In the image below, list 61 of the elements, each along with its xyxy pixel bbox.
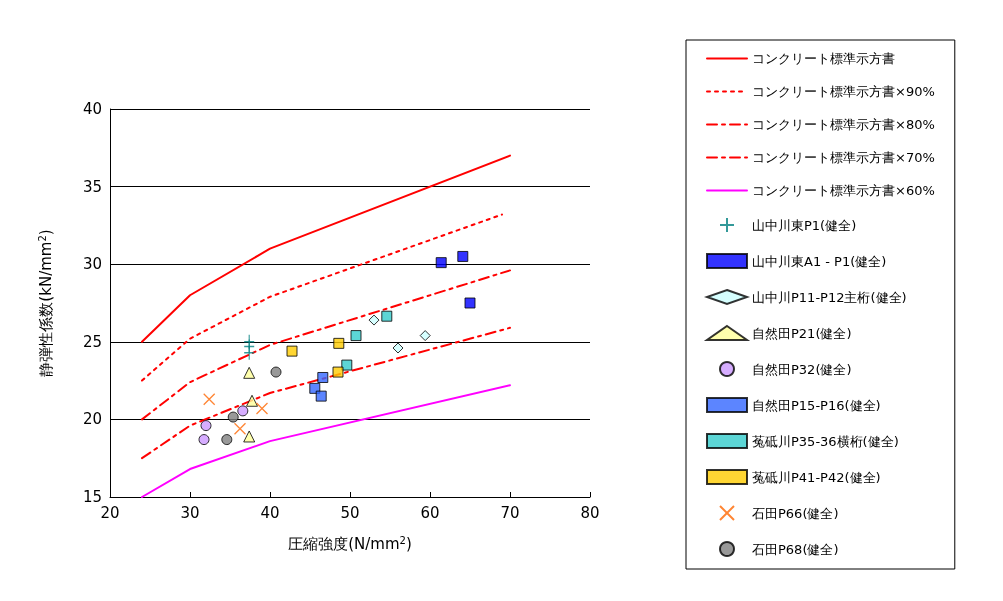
y-axis-title: 静弾性係数(kN/mm2)	[36, 229, 55, 377]
point	[317, 372, 329, 383]
legend-label: 石田P68(健全)	[752, 541, 839, 557]
legend-label: 石田P66(健全)	[752, 505, 839, 521]
point	[392, 342, 404, 354]
legend-label: 菟砥川P35-36横桁(健全)	[752, 433, 899, 449]
legend-label: 山中川P11-P12主桁(健全)	[752, 289, 907, 305]
point	[221, 434, 233, 446]
point	[246, 394, 258, 407]
point	[243, 345, 255, 361]
x-tick-label: 40	[260, 503, 280, 522]
point	[381, 310, 393, 322]
line-series	[141, 384, 511, 498]
point	[435, 257, 447, 269]
point	[350, 330, 362, 342]
x-tick-label: 50	[340, 503, 360, 522]
x-tick-label: 60	[420, 503, 440, 522]
y-tick-label: 35	[82, 177, 102, 196]
legend-label: 菟砥川P41-P42(健全)	[752, 469, 881, 485]
point	[203, 393, 216, 406]
point	[243, 366, 256, 379]
y-tick-label: 25	[82, 332, 102, 351]
legend-label: コンクリート標準示方書×90%	[752, 84, 935, 99]
x-tick-label: 30	[180, 503, 200, 522]
point	[333, 337, 345, 349]
legend-label: コンクリート標準示方書×70%	[752, 150, 935, 165]
point	[286, 345, 298, 357]
point	[419, 330, 431, 342]
line-series	[141, 154, 511, 343]
y-tick-label: 15	[82, 488, 102, 506]
point	[227, 411, 239, 423]
point	[243, 430, 256, 443]
point	[270, 366, 282, 378]
point	[233, 422, 247, 435]
point	[368, 314, 380, 326]
point	[457, 250, 469, 262]
y-tick-label: 30	[82, 255, 102, 274]
point	[315, 390, 327, 402]
y-tick-label: 20	[82, 410, 102, 429]
point	[198, 434, 210, 446]
legend-label: 山中川東A1 - P1(健全)	[752, 253, 887, 269]
y-tick-label: 40	[82, 100, 102, 118]
line-series	[141, 326, 511, 460]
legend-label: コンクリート標準示方書	[752, 51, 895, 66]
point	[332, 366, 344, 378]
legend-label: コンクリート標準示方書×60%	[752, 183, 935, 198]
legend-label: コンクリート標準示方書×80%	[752, 117, 935, 132]
point	[237, 405, 249, 417]
point	[341, 359, 353, 371]
x-tick-label: 70	[500, 503, 520, 522]
x-tick-label: 20	[100, 503, 120, 522]
point	[200, 420, 212, 432]
line-series	[141, 269, 511, 421]
x-tick-label: 80	[580, 503, 600, 522]
legend-label: 山中川東P1(健全)	[752, 217, 857, 233]
line-series	[141, 213, 503, 382]
legend-label: 自然田P21(健全)	[752, 325, 852, 341]
point	[464, 297, 476, 309]
point	[255, 402, 269, 415]
legend-label: 自然田P15-P16(健全)	[752, 397, 881, 413]
legend-label: 自然田P32(健全)	[752, 361, 852, 377]
